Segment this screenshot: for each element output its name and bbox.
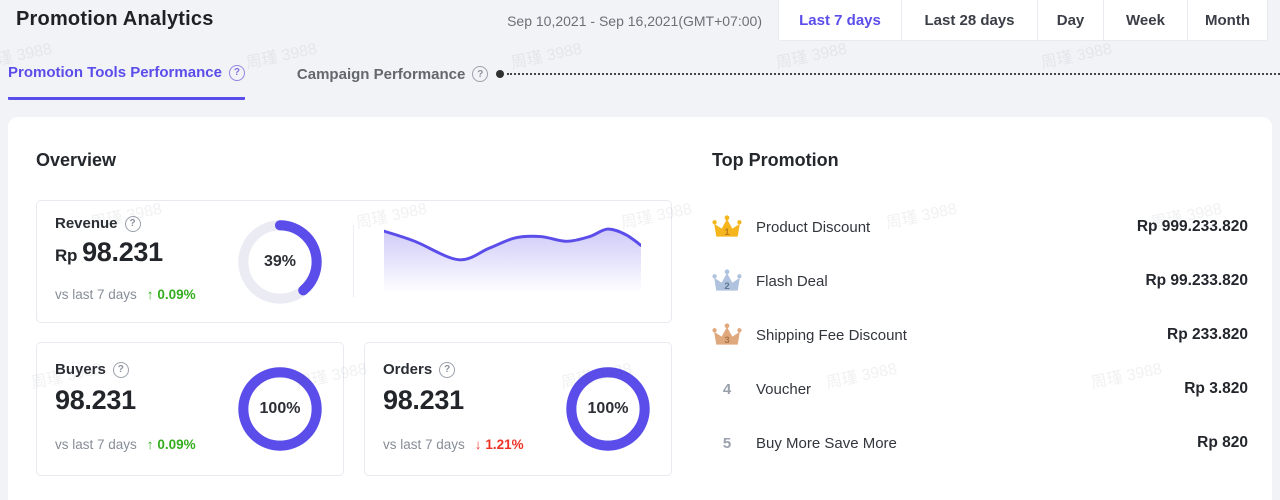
compare-label: vs last 7 days: [55, 437, 137, 452]
divider: [353, 225, 354, 297]
promo-amount: Rp 3.820: [1184, 380, 1248, 397]
annotation-dotted-line: [507, 73, 1280, 75]
buyers-label: Buyers: [55, 361, 106, 378]
promo-amount: Rp 999.233.820: [1136, 218, 1248, 235]
tab-bar: Promotion Tools Performance ? Campaign P…: [8, 64, 489, 100]
help-icon[interactable]: ?: [472, 66, 489, 82]
watermark-text: 周瑾 3988: [509, 40, 584, 73]
compare-label: vs last 7 days: [383, 437, 465, 452]
help-icon[interactable]: ?: [124, 215, 141, 232]
promo-row-buy-more-save-more[interactable]: 5 Buy More Save More Rp 820: [712, 416, 1248, 470]
buyers-donut-chart: 100%: [236, 365, 324, 453]
range-button-month[interactable]: Month: [1187, 0, 1267, 40]
revenue-trend-sparkline: [384, 225, 641, 293]
range-button-week[interactable]: Week: [1103, 0, 1187, 40]
promo-amount: Rp 820: [1197, 434, 1248, 451]
promo-label: Product Discount: [756, 218, 871, 236]
buyers-value: 98.231: [55, 385, 136, 415]
help-icon[interactable]: ?: [439, 361, 456, 378]
promo-row-flash-deal[interactable]: 2 Flash Deal Rp 99.233.820: [712, 254, 1248, 308]
orders-label: Orders: [383, 361, 433, 378]
promo-label: Flash Deal: [756, 272, 828, 290]
date-range-selector: Last 7 days Last 28 days Day Week Month: [778, 0, 1268, 41]
silver-crown-icon: 2: [712, 269, 742, 292]
arrow-down-icon: ↓: [474, 437, 482, 452]
top-promotion-heading: Top Promotion: [712, 150, 839, 170]
rank-number: 5: [722, 434, 732, 452]
promo-row-voucher[interactable]: 4 Voucher Rp 3.820: [712, 362, 1248, 416]
revenue-donut-chart: 39%: [236, 218, 324, 306]
buyers-change: ↑ 0.09%: [146, 437, 196, 452]
promo-row-shipping-fee-discount[interactable]: 3 Shipping Fee Discount Rp 233.820: [712, 308, 1248, 362]
top-promotion-list: 1 Product Discount Rp 999.233.820 2 Flas…: [712, 200, 1248, 470]
revenue-value: Rp 98.231: [55, 237, 163, 268]
revenue-donut-label: 39%: [263, 253, 297, 270]
tab-campaign-performance[interactable]: Campaign Performance ?: [296, 64, 489, 100]
date-range-label: Sep 10,2021 - Sep 16,2021(GMT+07:00): [507, 13, 762, 29]
revenue-number: 98.231: [82, 237, 163, 267]
promo-label: Voucher: [756, 380, 812, 398]
revenue-card: Revenue ? Rp 98.231 vs last 7 days ↑ 0.09…: [36, 200, 672, 323]
orders-donut-label: 100%: [587, 400, 629, 417]
svg-text:2: 2: [724, 281, 729, 292]
tab-label: Campaign Performance: [296, 65, 466, 83]
bronze-crown-icon: 3: [712, 323, 742, 346]
compare-label: vs last 7 days: [55, 287, 137, 302]
promo-amount: Rp 99.233.820: [1145, 272, 1248, 289]
promo-row-product-discount[interactable]: 1 Product Discount Rp 999.233.820: [712, 200, 1248, 254]
range-button-last-28-days[interactable]: Last 28 days: [901, 0, 1037, 40]
help-icon[interactable]: ?: [112, 361, 129, 378]
currency-prefix: Rp: [55, 246, 78, 265]
svg-text:1: 1: [724, 227, 730, 238]
analytics-panel: Overview Top Promotion Revenue ? Rp 98.23…: [8, 117, 1272, 500]
rank-number: 4: [722, 380, 732, 398]
buyers-donut-label: 100%: [259, 400, 301, 417]
orders-card: Orders ? 98.231 vs last 7 days ↓ 1.21% 1…: [364, 342, 672, 476]
range-button-day[interactable]: Day: [1037, 0, 1103, 40]
overview-heading: Overview: [36, 150, 117, 170]
arrow-up-icon: ↑: [146, 437, 154, 452]
promo-label: Buy More Save More: [756, 434, 897, 452]
orders-value: 98.231: [383, 385, 464, 415]
page-title: Promotion Analytics: [16, 8, 214, 30]
revenue-label: Revenue: [55, 215, 118, 232]
revenue-change: ↑ 0.09%: [146, 287, 196, 302]
svg-text:3: 3: [724, 335, 729, 346]
tab-label: Promotion Tools Performance: [8, 64, 222, 81]
arrow-up-icon: ↑: [146, 287, 154, 302]
help-icon[interactable]: ?: [228, 64, 245, 81]
orders-donut-chart: 100%: [564, 365, 652, 453]
tab-promotion-tools-performance[interactable]: Promotion Tools Performance ?: [8, 64, 245, 100]
gold-crown-icon: 1: [712, 215, 742, 238]
range-button-last-7-days[interactable]: Last 7 days: [779, 0, 901, 40]
orders-change: ↓ 1.21%: [474, 437, 524, 452]
annotation-dot: [496, 70, 504, 78]
buyers-card: Buyers ? 98.231 vs last 7 days ↑ 0.09% 1…: [36, 342, 344, 476]
promo-amount: Rp 233.820: [1167, 326, 1248, 343]
promo-label: Shipping Fee Discount: [756, 326, 907, 344]
